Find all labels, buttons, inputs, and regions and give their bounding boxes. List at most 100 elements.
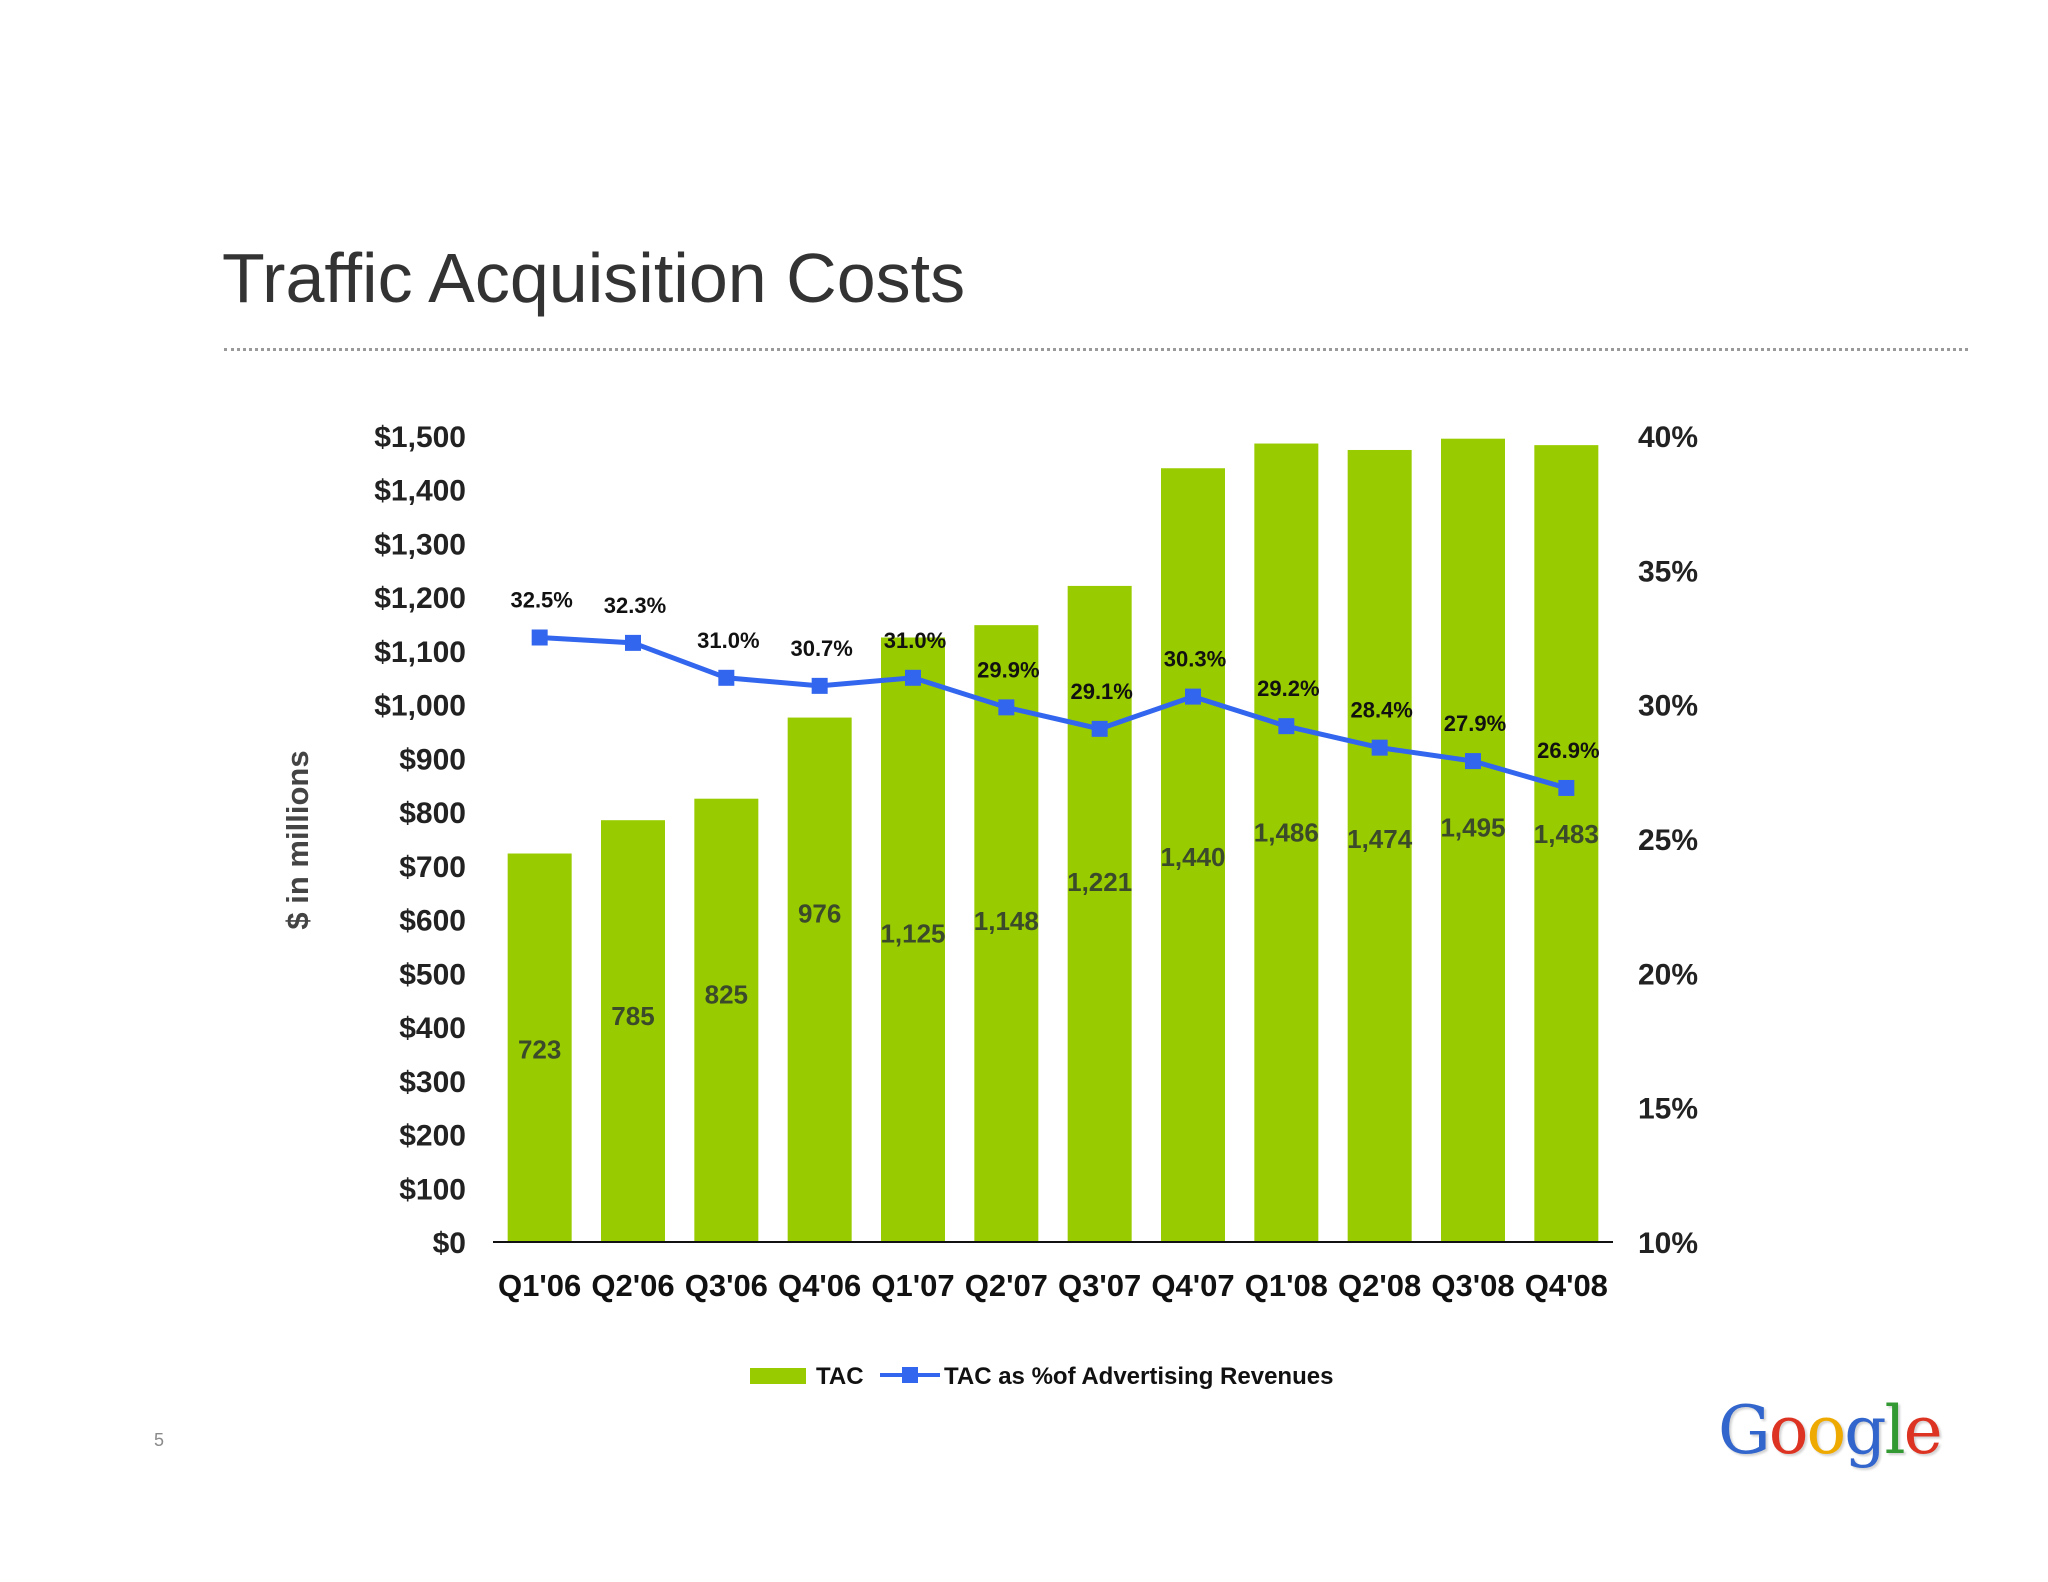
bar-value-label: 976 [798, 899, 841, 929]
line-value-label: 29.1% [1070, 679, 1132, 704]
y-tick-label: $1,000 [374, 690, 466, 723]
logo-letter: o [1768, 1392, 1809, 1469]
tac-bar [787, 717, 852, 1242]
legend-swatch-tac [750, 1368, 806, 1384]
line-value-label: 31.0% [697, 628, 759, 653]
y-tick-label: $700 [399, 851, 466, 884]
x-tick-label: Q2'08 [1338, 1268, 1421, 1303]
x-tick-label: Q1'07 [871, 1268, 954, 1303]
bar-value-label: 1,148 [974, 906, 1039, 936]
y-tick-label: $1,300 [374, 528, 466, 561]
x-tick-label: Q1'08 [1245, 1268, 1328, 1303]
tac-percent-marker [1371, 739, 1388, 756]
line-value-label: 30.3% [1164, 647, 1226, 672]
bar-value-label: 723 [518, 1035, 561, 1065]
y-tick-label: $500 [399, 958, 466, 991]
tac-bar [1347, 449, 1412, 1242]
y-tick-label: $200 [399, 1120, 466, 1153]
bar-value-label: 785 [611, 1001, 654, 1031]
tac-bar [1441, 438, 1505, 1243]
tac-bar [1067, 585, 1132, 1242]
tac-percent-marker [1091, 720, 1108, 737]
legend-label-tac: TAC [816, 1363, 864, 1390]
line-value-label: 30.7% [790, 636, 852, 661]
bar-value-label: 825 [705, 980, 748, 1010]
tac-percent-marker [1558, 779, 1575, 796]
legend-label-tac-percent: TAC as %of Advertising Revenues [944, 1363, 1333, 1390]
line-value-label: 32.5% [510, 588, 572, 613]
bar-value-label: 1,474 [1347, 824, 1413, 854]
legend-marker-tac-percent [902, 1367, 918, 1383]
line-value-label: 29.9% [977, 657, 1039, 682]
x-tick-label: Q2'07 [965, 1268, 1048, 1303]
y-tick-label: $900 [399, 743, 466, 776]
y2-tick-label: 15% [1638, 1093, 1698, 1126]
bar-value-label: 1,486 [1254, 818, 1319, 848]
slide-title: Traffic Acquisition Costs [222, 239, 966, 317]
title-divider [224, 348, 1968, 351]
tac-percent-line [539, 635, 1568, 791]
y2-tick-label: 10% [1638, 1227, 1698, 1260]
tac-bar [1161, 468, 1225, 1242]
x-tick-label: Q4'06 [778, 1268, 861, 1303]
tac-bar [507, 853, 572, 1242]
x-tick-label: Q4'08 [1525, 1268, 1608, 1303]
tac-percent-marker [531, 629, 548, 646]
tac-percent-marker [625, 634, 641, 651]
x-tick-label: Q4'07 [1151, 1268, 1234, 1303]
bar-value-label: 1,495 [1440, 813, 1505, 843]
y-tick-label: $800 [399, 797, 466, 830]
y-tick-label: $100 [399, 1173, 466, 1206]
tac-bar [974, 625, 1039, 1242]
y-tick-label: $1,200 [374, 582, 466, 615]
y-tick-label: $1,400 [374, 475, 466, 508]
tac-bar [601, 820, 665, 1242]
tac-percent-marker [905, 669, 921, 686]
tac-bar [1254, 443, 1319, 1242]
x-tick-label: Q3'08 [1431, 1268, 1514, 1303]
logo-letter: g [1844, 1392, 1886, 1469]
y-tick-label: $300 [399, 1066, 466, 1099]
logo-letter: o [1806, 1392, 1846, 1469]
y-tick-label: $1,500 [374, 421, 466, 454]
x-tick-label: Q3'07 [1058, 1268, 1141, 1303]
tac-percent-marker [1185, 688, 1201, 705]
tac-percent-marker [811, 677, 828, 694]
bar-value-label: 1,440 [1160, 842, 1225, 872]
page-number: 5 [154, 1430, 165, 1450]
tac-percent-marker [718, 669, 735, 686]
y2-tick-label: 40% [1638, 421, 1698, 454]
y2-tick-label: 30% [1638, 690, 1698, 723]
logo-letter: l [1884, 1392, 1905, 1469]
y2-tick-label: 35% [1638, 555, 1698, 588]
y-tick-label: $1,100 [374, 636, 466, 669]
y2-tick-label: 25% [1638, 824, 1698, 857]
bar-value-label: 1,221 [1067, 867, 1132, 897]
tac-percent-marker [998, 699, 1015, 716]
x-tick-label: Q3'06 [685, 1268, 768, 1303]
logo-letter: G [1718, 1392, 1771, 1469]
bar-value-label: 1,125 [880, 919, 945, 949]
line-value-label: 28.4% [1350, 698, 1412, 723]
line-value-label: 27.9% [1444, 711, 1506, 736]
x-tick-label: Q2'06 [591, 1268, 674, 1303]
y2-tick-label: 20% [1638, 958, 1698, 991]
y-axis-title: $ in millions [280, 750, 315, 929]
tac-bar [694, 798, 759, 1242]
tac-percent-marker [1278, 718, 1295, 735]
y-tick-label: $400 [399, 1012, 466, 1045]
line-value-label: 29.2% [1257, 676, 1319, 701]
y-tick-label: $600 [399, 905, 466, 938]
tac-percent-marker [1465, 753, 1481, 770]
x-tick-label: Q1'06 [498, 1268, 581, 1303]
google-logo: Google [1718, 1392, 1943, 1469]
tac-bar [1534, 445, 1599, 1243]
tac-bar [881, 637, 945, 1242]
line-value-label: 26.9% [1537, 738, 1599, 763]
line-value-label: 32.3% [604, 593, 666, 618]
line-value-label: 31.0% [884, 628, 946, 653]
bar-value-label: 1,483 [1534, 819, 1599, 849]
y-tick-label: $0 [433, 1227, 466, 1260]
logo-letter: e [1903, 1392, 1943, 1469]
